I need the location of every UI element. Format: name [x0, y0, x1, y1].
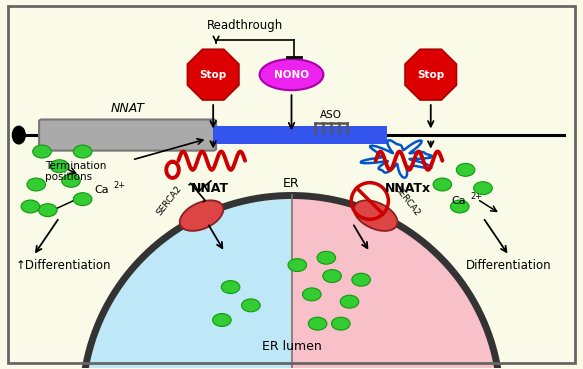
Polygon shape	[188, 49, 239, 100]
Ellipse shape	[451, 200, 469, 213]
Polygon shape	[405, 49, 456, 100]
Text: ASO: ASO	[319, 110, 342, 120]
Ellipse shape	[340, 295, 359, 308]
Ellipse shape	[222, 280, 240, 293]
Ellipse shape	[241, 299, 260, 312]
Ellipse shape	[354, 200, 398, 231]
Ellipse shape	[73, 193, 92, 206]
Ellipse shape	[73, 145, 92, 158]
Ellipse shape	[303, 288, 321, 301]
Ellipse shape	[259, 59, 324, 90]
Ellipse shape	[213, 314, 231, 327]
Ellipse shape	[12, 126, 25, 144]
Ellipse shape	[27, 178, 45, 191]
Ellipse shape	[21, 200, 40, 213]
Polygon shape	[292, 196, 501, 369]
Text: NNAT: NNAT	[191, 182, 229, 195]
Ellipse shape	[38, 204, 57, 217]
Text: NONO: NONO	[274, 70, 309, 80]
Ellipse shape	[433, 178, 452, 191]
Ellipse shape	[317, 251, 336, 264]
Ellipse shape	[50, 160, 69, 173]
Text: Ca: Ca	[94, 185, 109, 195]
Text: Ca: Ca	[451, 196, 466, 206]
Ellipse shape	[33, 145, 51, 158]
Ellipse shape	[323, 270, 342, 283]
Bar	[213, 126, 387, 144]
Text: 2+: 2+	[113, 181, 125, 190]
Ellipse shape	[308, 317, 327, 330]
Text: NNATx: NNATx	[384, 182, 431, 195]
Text: Termination
positions: Termination positions	[45, 161, 106, 182]
Text: NNAT: NNAT	[111, 102, 145, 115]
Ellipse shape	[288, 259, 307, 272]
Ellipse shape	[180, 200, 223, 231]
Ellipse shape	[332, 317, 350, 330]
Ellipse shape	[456, 163, 475, 176]
Ellipse shape	[474, 182, 492, 194]
Text: ↑Differentiation: ↑Differentiation	[16, 259, 111, 272]
Text: Differentiation: Differentiation	[466, 259, 551, 272]
Text: Readthrough: Readthrough	[207, 19, 283, 32]
Polygon shape	[82, 196, 292, 369]
Text: Stop: Stop	[199, 70, 227, 80]
Text: ER lumen: ER lumen	[262, 340, 321, 353]
Ellipse shape	[352, 273, 370, 286]
Text: 2+: 2+	[470, 192, 482, 201]
Ellipse shape	[62, 175, 80, 187]
Text: Stop: Stop	[417, 70, 444, 80]
Text: ER: ER	[283, 177, 300, 190]
Text: SERCA2: SERCA2	[155, 184, 184, 218]
Text: SERCA2: SERCA2	[393, 184, 422, 218]
FancyBboxPatch shape	[39, 120, 216, 151]
